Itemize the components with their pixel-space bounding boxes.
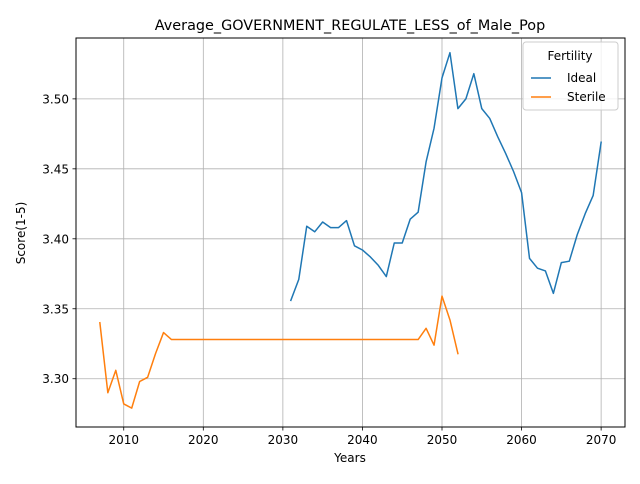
- y-axis-ticks: 3.30 3.35 3.40 3.45 3.50: [42, 92, 76, 386]
- x-tick-label: 2050: [427, 433, 458, 447]
- legend-label-sterile: Sterile: [567, 90, 606, 104]
- x-axis-ticks: 2010 2020 2030 2040 2050 2060 2070: [108, 427, 616, 447]
- x-tick-label: 2060: [506, 433, 537, 447]
- x-tick-label: 2070: [586, 433, 617, 447]
- legend-title: Fertility: [547, 49, 592, 63]
- legend-label-ideal: Ideal: [567, 71, 596, 85]
- y-tick-label: 3.30: [42, 372, 69, 386]
- series-line-sterile: [99, 295, 459, 409]
- series-line-ideal: [289, 51, 602, 302]
- x-tick-label: 2030: [268, 433, 299, 447]
- y-tick-label: 3.40: [42, 232, 69, 246]
- chart-title: Average_GOVERNMENT_REGULATE_LESS_of_Male…: [155, 18, 545, 34]
- y-tick-label: 3.45: [42, 162, 69, 176]
- x-tick-label: 2010: [108, 433, 139, 447]
- x-tick-label: 2040: [347, 433, 378, 447]
- legend: Fertility Ideal Sterile: [522, 41, 619, 111]
- grid: [76, 38, 625, 427]
- x-tick-label: 2020: [188, 433, 219, 447]
- y-tick-label: 3.35: [42, 302, 69, 316]
- y-axis-label: Score(1-5): [14, 202, 28, 265]
- plot-frame: [75, 37, 626, 428]
- series-layer: [99, 51, 602, 409]
- legend-box: [522, 41, 619, 111]
- y-tick-label: 3.50: [42, 92, 69, 106]
- x-axis-label: Years: [333, 451, 366, 465]
